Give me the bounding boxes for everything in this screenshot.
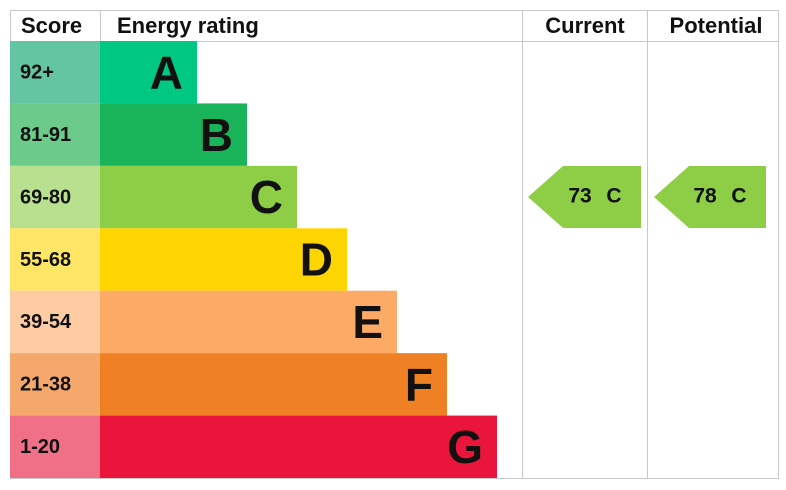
header-current: Current [545,13,625,38]
score-range: 55-68 [20,249,71,271]
score-range: 21-38 [20,374,71,396]
band-letter: D [300,234,333,286]
band-letter: E [352,296,383,348]
potential-letter: C [731,185,746,208]
header-potential: Potential [670,13,763,38]
arrow [528,166,641,228]
band-bar [100,228,347,291]
score-cell [10,103,100,166]
score-cell [10,353,100,416]
score-cell [10,41,100,104]
score-cell [10,165,100,229]
score-range: 1-20 [20,436,60,458]
score-cell [10,415,100,478]
band-letter: C [250,171,283,223]
potential-arrow: 78 C [654,166,766,228]
potential-score: 78 [693,185,717,208]
score-range: 81-91 [20,124,71,146]
header-score: Score [21,13,82,38]
score-cell [10,290,100,354]
score-range: 39-54 [20,311,72,333]
bands: 92+ A 81-91 B 69-80 C 55-68 D 39-54 E 21-38 F 1-20 G [10,41,497,478]
score-range: 92+ [20,61,54,83]
current-letter: C [606,185,621,208]
band-bar [100,103,247,166]
band-letter: B [200,109,233,161]
band-letter: F [405,359,433,411]
current-arrow: 73 C [528,166,641,228]
header-rating: Energy rating [117,13,259,38]
score-range: 69-80 [20,186,71,208]
band-bar [100,353,447,416]
band-bar [100,165,297,229]
current-score: 73 [568,185,591,208]
band-letter: A [150,46,183,98]
band-bar [100,290,397,354]
band-letter: G [447,421,483,473]
score-cell [10,228,100,291]
band-bar [100,41,197,104]
band-bar [100,415,497,478]
arrow [654,166,766,228]
